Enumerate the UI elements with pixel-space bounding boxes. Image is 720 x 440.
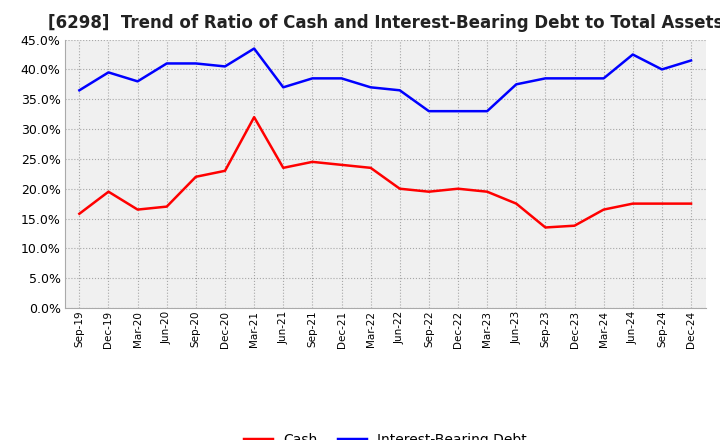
Cash: [483, 189, 492, 194]
Interest-Bearing Debt: [133, 79, 142, 84]
Cash: [220, 168, 229, 173]
Cash: [395, 186, 404, 191]
Cash: [454, 186, 462, 191]
Cash: [687, 201, 696, 206]
Cash: [629, 201, 637, 206]
Cash: [75, 211, 84, 216]
Title: [6298]  Trend of Ratio of Cash and Interest-Bearing Debt to Total Assets: [6298] Trend of Ratio of Cash and Intere…: [48, 15, 720, 33]
Cash: [366, 165, 375, 170]
Cash: [250, 114, 258, 120]
Legend: Cash, Interest-Bearing Debt: Cash, Interest-Bearing Debt: [238, 428, 532, 440]
Cash: [337, 162, 346, 168]
Cash: [192, 174, 200, 180]
Interest-Bearing Debt: [629, 52, 637, 57]
Interest-Bearing Debt: [599, 76, 608, 81]
Interest-Bearing Debt: [454, 109, 462, 114]
Interest-Bearing Debt: [192, 61, 200, 66]
Interest-Bearing Debt: [250, 46, 258, 51]
Cash: [541, 225, 550, 230]
Line: Cash: Cash: [79, 117, 691, 227]
Cash: [104, 189, 113, 194]
Cash: [133, 207, 142, 212]
Interest-Bearing Debt: [104, 70, 113, 75]
Cash: [308, 159, 317, 165]
Interest-Bearing Debt: [337, 76, 346, 81]
Interest-Bearing Debt: [366, 84, 375, 90]
Interest-Bearing Debt: [279, 84, 287, 90]
Cash: [599, 207, 608, 212]
Cash: [425, 189, 433, 194]
Interest-Bearing Debt: [163, 61, 171, 66]
Interest-Bearing Debt: [395, 88, 404, 93]
Line: Interest-Bearing Debt: Interest-Bearing Debt: [79, 48, 691, 111]
Cash: [570, 223, 579, 228]
Interest-Bearing Debt: [220, 64, 229, 69]
Cash: [512, 201, 521, 206]
Cash: [279, 165, 287, 170]
Interest-Bearing Debt: [425, 109, 433, 114]
Interest-Bearing Debt: [657, 67, 666, 72]
Interest-Bearing Debt: [512, 82, 521, 87]
Interest-Bearing Debt: [75, 88, 84, 93]
Interest-Bearing Debt: [687, 58, 696, 63]
Cash: [163, 204, 171, 209]
Interest-Bearing Debt: [570, 76, 579, 81]
Interest-Bearing Debt: [541, 76, 550, 81]
Interest-Bearing Debt: [308, 76, 317, 81]
Interest-Bearing Debt: [483, 109, 492, 114]
Cash: [657, 201, 666, 206]
